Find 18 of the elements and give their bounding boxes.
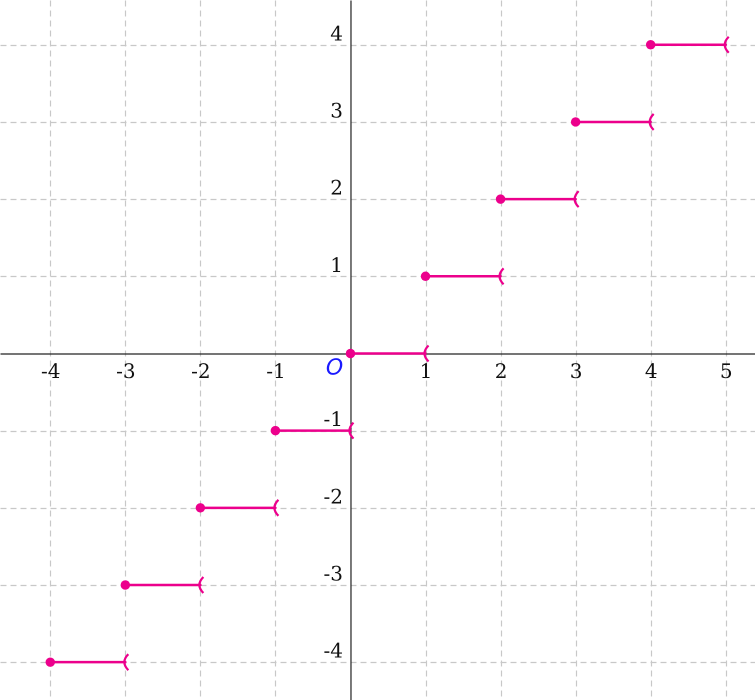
annotation: O xyxy=(326,355,344,380)
y-tick-label: 1 xyxy=(330,252,343,277)
x-tick-label: -3 xyxy=(116,358,136,383)
x-tick-label: 5 xyxy=(720,358,733,383)
y-tick-label: -3 xyxy=(324,562,343,586)
x-tick-label: 2 xyxy=(494,358,508,383)
x-tick-label: 1 xyxy=(420,358,432,383)
y-tick-label: 4 xyxy=(330,21,343,46)
y-tick-label: 3 xyxy=(330,98,343,122)
y-tick-label: -4 xyxy=(324,638,343,663)
x-tick-label: -4 xyxy=(41,358,61,383)
y-tick-label: -2 xyxy=(324,484,343,508)
x-tick-label: 3 xyxy=(570,358,582,383)
x-tick-label: 4 xyxy=(644,358,658,383)
y-tick-label: 2 xyxy=(330,176,343,200)
x-tick-label: -1 xyxy=(266,358,286,383)
x-tick-label: -2 xyxy=(191,358,211,383)
y-tick-label: -1 xyxy=(324,407,343,432)
